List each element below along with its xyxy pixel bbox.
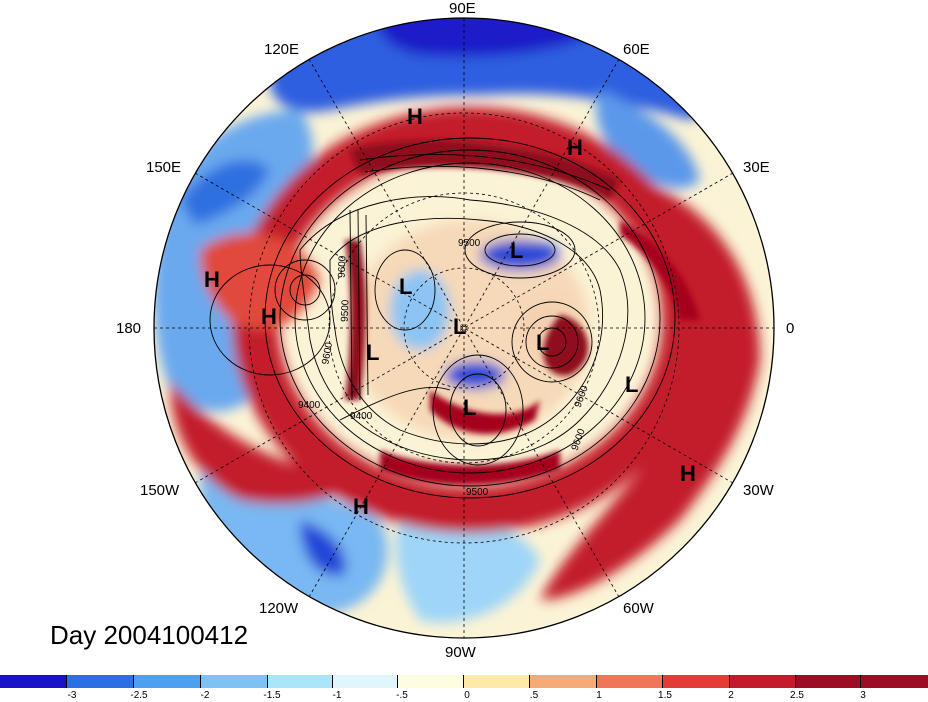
colorbar-swatch [597,675,663,688]
colorbar-swatch [530,675,597,688]
colorbar-swatch [796,675,861,688]
high-center: H [204,267,220,292]
lon-label-90e: 90E [449,0,476,17]
contour-label: 9500 [466,487,489,498]
colorbar-tick: -1 [332,690,342,701]
contour-labels: 9600 9500 9600 9400 9400 9500 9600 9600 … [298,238,591,498]
colorbar-swatch [861,675,928,688]
colorbar-tick: 1.5 [658,690,672,701]
anomaly-field [154,18,774,638]
colorbar-tick: -.5 [396,690,408,701]
colorbar-tick: -3 [67,690,77,701]
colorbar-swatch [464,675,530,688]
colorbar-tick: 3 [860,690,866,701]
lon-label-150w: 150W [140,482,180,499]
high-center: H [567,135,583,160]
lon-label-120e: 120E [264,41,300,58]
colorbar-tick: -2.5 [130,690,148,701]
colorbar-tick: 2 [728,690,734,701]
low-center: L [366,340,379,365]
height-contours [209,137,676,499]
colorbar-tick: 1 [596,690,602,701]
high-center: H [353,494,369,519]
low-center: L [510,238,523,263]
high-center: H [407,104,423,129]
colorbar-swatch [730,675,796,688]
lon-label-30w: 30W [743,482,774,499]
colorbar-swatch [398,675,464,688]
low-center: L [399,274,412,299]
lon-label-0: 0 [786,320,795,337]
contour-label: 9500 [458,238,481,249]
colorbar-swatch [134,675,201,688]
colorbar-tick: 0 [464,690,470,701]
contour-label: 9600 [337,255,349,278]
lon-label-120w: 120W [259,600,299,617]
lon-label-60w: 60W [623,600,654,617]
colorbar-swatch [201,675,268,688]
lon-label-180: 180 [116,320,142,337]
day-caption: Day 2004100412 [50,620,249,650]
contour-label: 9600 [320,341,335,365]
contour-label: 9500 [340,299,352,322]
lon-label-90w: 90W [445,644,476,661]
high-center: H [680,461,696,486]
low-center: L [625,372,638,397]
lon-label-60e: 60E [623,41,650,58]
colorbar-swatch [0,675,67,688]
contour-label: 9400 [350,411,373,422]
low-center: L [536,330,549,355]
lon-label-30e: 30E [743,159,770,176]
colorbar-swatch [268,675,333,688]
contour-label: 9400 [298,400,321,411]
colorbar-swatch [67,675,134,688]
lon-label-150e: 150E [146,159,182,176]
pressure-centers: H H H H H H H L L L L L L L [204,104,696,519]
colorbar: -3 -2.5 -2 -1.5 -1 -.5 0 .5 1 1.5 2 2.5 … [0,675,928,702]
colorbar-swatch [333,675,398,688]
colorbar-tick: -1.5 [263,690,281,701]
high-center: H [261,304,277,329]
colorbar-tick: 2.5 [790,690,804,701]
map-boundary [153,17,775,639]
colorbar-tick: -2 [200,690,210,701]
colorbar-tick: .5 [529,690,539,701]
graticule [154,18,774,638]
colorbar-swatch [663,675,730,688]
low-center: L [463,395,476,420]
low-center: L [453,314,466,339]
